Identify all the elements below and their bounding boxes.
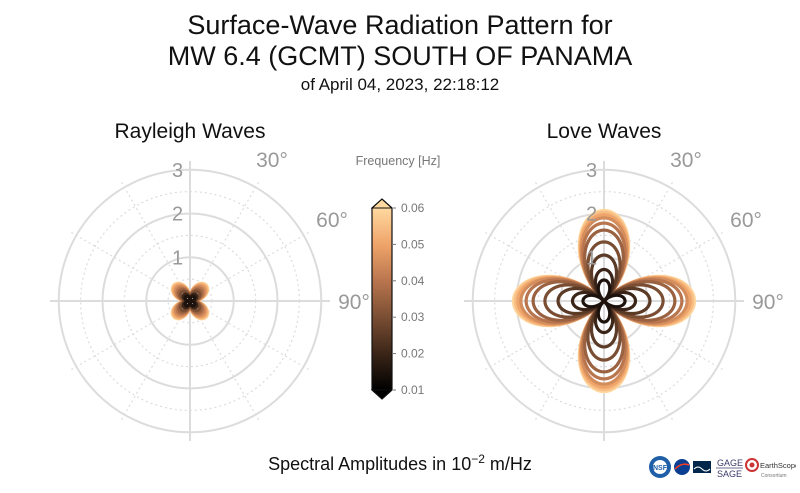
nsf-logo-text: NSF [653, 465, 668, 472]
grid-spoke [603, 300, 726, 372]
r-tick-label: 2 [586, 204, 597, 226]
chart-title: Surface-Wave Radiation Pattern for MW 6.… [0, 10, 800, 72]
footer-prefix: Spectral Amplitudes in 10 [268, 454, 472, 474]
grid-spoke [119, 300, 191, 423]
grid-spoke [603, 300, 675, 423]
chart-subtitle: of April 04, 2023, 22:18:12 [300, 75, 500, 94]
nasa-logo [674, 459, 690, 475]
r-tick-label: 3 [586, 160, 597, 182]
grid-spoke [482, 230, 605, 302]
series-line-0.03 [543, 240, 665, 362]
colorbar-min-extension [370, 389, 394, 400]
grid-spoke [68, 300, 191, 372]
earthscope-logo: EarthScope Consortium [745, 458, 796, 479]
gage-logo-text: GAGE [717, 458, 743, 468]
sponsor-logos: NSF GAGE SAGE EarthScope Consortium [649, 456, 796, 479]
grid-spoke [189, 230, 312, 302]
series-line-0.015 [183, 294, 197, 308]
love-polar-plot: 1 2 3 30° 60° 90° Love Waves [464, 120, 784, 441]
amplitude-units-label: Spectral Amplitudes in 10−2 m/Hz [0, 452, 800, 475]
grid-spoke [533, 300, 605, 423]
angle-tick-label: 90° [752, 291, 784, 314]
angle-tick-label: 60° [730, 209, 762, 232]
title-line-1: Surface-Wave Radiation Pattern for [187, 10, 613, 40]
grid-spoke [482, 300, 605, 372]
grid-spoke [68, 230, 191, 302]
angle-tick-label: 30° [256, 149, 288, 172]
colorbar-label: Frequency [Hz] [356, 154, 441, 168]
grid-spoke [603, 179, 675, 302]
colorbar-gradient [372, 208, 392, 390]
angle-tick-label: 90° [338, 291, 370, 314]
colorbar-tick-label: 0.02 [401, 347, 425, 361]
grid-spoke [533, 179, 605, 302]
nsf-logo: NSF [649, 456, 671, 478]
sage-logo-text: SAGE [717, 469, 742, 479]
r-tick-label: 2 [172, 204, 183, 226]
polar-plot-title: Love Waves [547, 120, 662, 143]
angle-tick-label: 60° [316, 209, 348, 232]
colorbar-tick-label: 0.01 [401, 383, 425, 397]
series-line-0.025 [556, 253, 652, 349]
colorbar-tick-label: 0.04 [401, 274, 425, 288]
polar-grid [50, 161, 330, 441]
grid-spoke [189, 300, 312, 372]
grid-spoke [603, 230, 726, 302]
usgs-logo [693, 461, 711, 473]
colorbar-tick-label: 0.05 [401, 237, 425, 251]
grid-spoke [189, 179, 261, 302]
series-line-0.02 [570, 267, 638, 335]
rayleigh-polar-plot: 1 2 3 30° 60° 90° Rayleigh Waves [50, 120, 370, 441]
grid-spoke [189, 300, 261, 423]
earthscope-logo-text: EarthScope [760, 461, 796, 470]
polar-plot-title: Rayleigh Waves [115, 120, 266, 143]
angle-tick-label: 30° [670, 149, 702, 172]
colorbar-max-extension [370, 198, 394, 209]
r-tick-label: 3 [172, 160, 183, 182]
grid-spoke [119, 179, 191, 302]
frequency-colorbar: Frequency [Hz] 0.01 0.02 0.03 0.04 0.05 0.06 [356, 154, 441, 400]
footer-unit: m/Hz [484, 454, 532, 474]
consortium-logo-text: Consortium [761, 473, 787, 479]
series-line-0.035 [531, 228, 677, 374]
r-tick-label: 1 [586, 247, 597, 269]
gage-sage-logo: GAGE SAGE [716, 458, 743, 479]
series-line-0.015 [581, 278, 627, 324]
r-tick-label: 1 [172, 247, 183, 269]
colorbar-tick-label: 0.06 [401, 201, 425, 215]
footer-exponent: −2 [471, 452, 485, 466]
colorbar-tick-label: 0.03 [401, 310, 425, 324]
title-line-2: MW 6.4 (GCMT) SOUTH OF PANAMA [167, 41, 633, 71]
